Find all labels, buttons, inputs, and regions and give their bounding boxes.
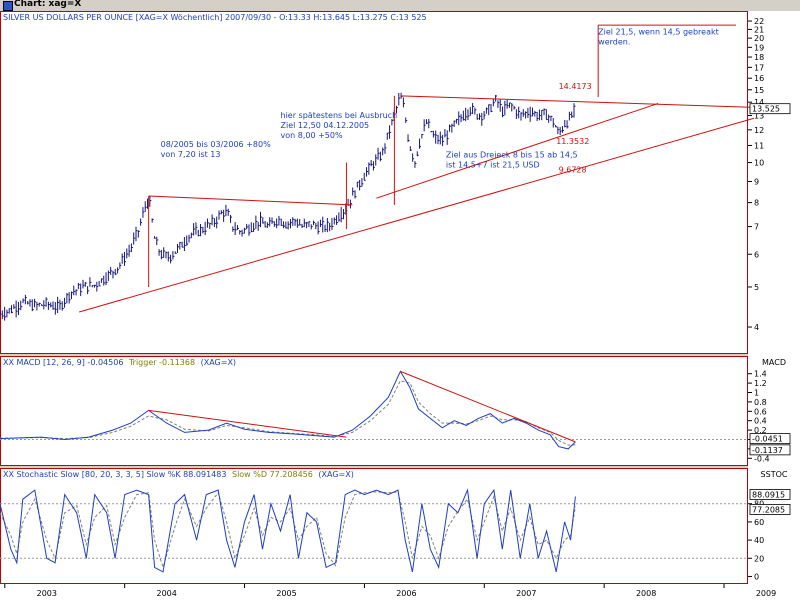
macd-ytick-label: 0.4 xyxy=(754,417,767,426)
stochastic-instrument-label: (XAG=X) xyxy=(318,470,353,479)
macd-trendline xyxy=(400,370,576,443)
price-annotation-line: von 7,20 ist 13 xyxy=(161,150,221,159)
stochastic-title: XX Stochastic Slow [80, 20, 3, 3, 5] Slo… xyxy=(3,470,226,479)
x-axis-year-label: 2009 xyxy=(756,589,776,598)
macd-trigger-line xyxy=(0,380,576,446)
macd-plot: -0.4-0.200.20.40.60.811.21.4-0.0451-0.11… xyxy=(0,370,791,463)
macd-value-box xyxy=(749,444,791,456)
price-annotation: Ziel aus Dreieck 8 bis 15 ab 14,5 ist 14,… xyxy=(446,150,578,169)
x-axis-year-label: 2008 xyxy=(636,589,656,598)
macd-panel-frame xyxy=(0,356,748,466)
stochastic-d-label: Slow %D 77.208456 xyxy=(232,470,313,479)
macd-ytick-label: 0.2 xyxy=(754,426,767,435)
price-last-value-box xyxy=(749,103,791,115)
price-panel-frame xyxy=(0,11,748,354)
macd-ytick-label: 1.2 xyxy=(754,379,767,388)
price-ytick-label: 6 xyxy=(754,250,759,259)
price-annotation-line: ist 14,5+7 ist 21,5 USD xyxy=(446,160,540,169)
price-ytick-label: 21 xyxy=(754,25,764,34)
price-ytick-label: 16 xyxy=(754,74,764,83)
price-annotation: hier spätestens bei Ausbruch Ziel 12,50 0… xyxy=(281,111,398,140)
macd-trigger-label: Trigger -0.11368 xyxy=(128,358,195,367)
price-annotation-line: 08/2005 bis 03/2006 +80% xyxy=(161,140,271,149)
stochastic-ytick-label: 0 xyxy=(754,572,759,581)
price-level-label: 9.6728 xyxy=(559,166,587,175)
stochastic-panel-title: XX Stochastic Slow [80, 20, 3, 3, 5] Slo… xyxy=(3,470,354,479)
macd-title: XX MACD [12, 26, 9] -0.04506 xyxy=(3,358,123,367)
chart-window-icon xyxy=(3,1,13,11)
macd-trendline xyxy=(148,409,347,438)
price-ytick-label: 10 xyxy=(754,159,764,168)
stochastic-value-box xyxy=(749,504,791,515)
stochastic-ytick-label: 40 xyxy=(754,536,764,545)
price-annotation-line: Ziel 12,50 04.12.2005 xyxy=(281,121,370,130)
price-ytick-label: 12 xyxy=(754,126,764,135)
price-annotation-line: von 8,00 +50% xyxy=(281,131,343,140)
x-axis-area xyxy=(0,584,800,600)
price-ytick-label: 13 xyxy=(754,111,764,120)
macd-ytick-label: -0.4 xyxy=(754,454,770,463)
stochastic-value-box xyxy=(749,489,791,500)
stochastic-axis-label: SSTOC xyxy=(761,470,788,479)
price-ytick-label: 19 xyxy=(754,43,764,52)
macd-ytick-label: 1 xyxy=(754,389,759,398)
price-ytick-label: 7 xyxy=(754,223,759,232)
price-annotation: 08/2005 bis 03/2006 +80% von 7,20 ist 13 xyxy=(161,140,271,159)
stochastic-ytick-label: 20 xyxy=(754,554,764,563)
price-ytick-label: 18 xyxy=(754,53,764,62)
price-ytick-label: 14 xyxy=(754,98,764,107)
macd-value-box xyxy=(749,433,791,445)
macd-ytick-label: 1.4 xyxy=(754,370,767,379)
stochastic-panel-frame xyxy=(0,468,748,584)
price-trendline xyxy=(376,102,659,199)
price-annotation-line: Ziel aus Dreieck 8 bis 15 ab 14,5 xyxy=(446,150,578,159)
macd-instrument-label: (XAG=X) xyxy=(201,358,236,367)
price-level-label: 14.4173 xyxy=(559,82,592,91)
stochastic-panel xyxy=(0,468,748,584)
price-ytick-label: 17 xyxy=(754,63,764,72)
x-axis-year-label: 2007 xyxy=(516,589,536,598)
macd-value-label: -0.1137 xyxy=(752,446,783,455)
x-axis-year-label: 2006 xyxy=(396,589,416,598)
price-ytick-label: 22 xyxy=(754,17,764,26)
macd-axis-label: MACD xyxy=(762,358,786,367)
price-panel-title: SILVER US DOLLARS PER OUNCE [XAG=X Wöche… xyxy=(3,13,427,22)
price-level-label: 11.3532 xyxy=(556,137,589,146)
stochastic-d-line xyxy=(0,491,576,570)
macd-ytick-label: 0.6 xyxy=(754,407,767,416)
price-annotation-line: werden. xyxy=(598,38,630,47)
price-ytick-label: 8 xyxy=(754,199,759,208)
x-axis-year-label: 2003 xyxy=(37,589,57,598)
macd-value-label: -0.0451 xyxy=(752,435,783,444)
price-panel xyxy=(0,11,748,354)
macd-line xyxy=(0,370,576,450)
price-ytick-label: 15 xyxy=(754,86,764,95)
price-annotation: Ziel 21,5, wenn 14,5 gebreakt werden. xyxy=(598,28,719,47)
price-annotation-line: Ziel 21,5, wenn 14,5 gebreakt xyxy=(598,28,719,37)
stochastic-k-line xyxy=(0,488,576,573)
price-ytick-label: 20 xyxy=(754,34,764,43)
price-trendline xyxy=(78,117,755,313)
window-title: Chart: xag=X xyxy=(14,0,82,9)
stochastic-ytick-label: 60 xyxy=(754,518,764,527)
price-ytick-label: 4 xyxy=(754,323,759,332)
price-ytick-label: 11 xyxy=(754,141,764,150)
price-annotation-line: hier spätestens bei Ausbruch xyxy=(281,111,398,120)
x-axis-year-label: 2005 xyxy=(276,589,296,598)
chart-canvas: SILVER US DOLLARS PER OUNCE [XAG=X Wöche… xyxy=(0,11,800,600)
price-last-value-label: 13.525 xyxy=(752,105,780,114)
x-axis-year-label: 2004 xyxy=(156,589,176,598)
macd-ytick-label: 0.8 xyxy=(754,398,767,407)
stochastic-value-label: 88.0915 xyxy=(752,490,785,499)
x-axis: 2003 2004 2005 2006 2007 2008 2009 xyxy=(4,584,776,598)
macd-panel xyxy=(0,356,748,466)
price-trendline xyxy=(400,95,755,108)
price-ytick-label: 9 xyxy=(754,177,759,186)
price-trendline xyxy=(148,195,353,206)
macd-panel-title: XX MACD [12, 26, 9] -0.04506 Trigger -0.… xyxy=(3,358,236,367)
stochastic-value-label: 77.2085 xyxy=(752,505,785,514)
price-ytick-label: 5 xyxy=(754,283,759,292)
